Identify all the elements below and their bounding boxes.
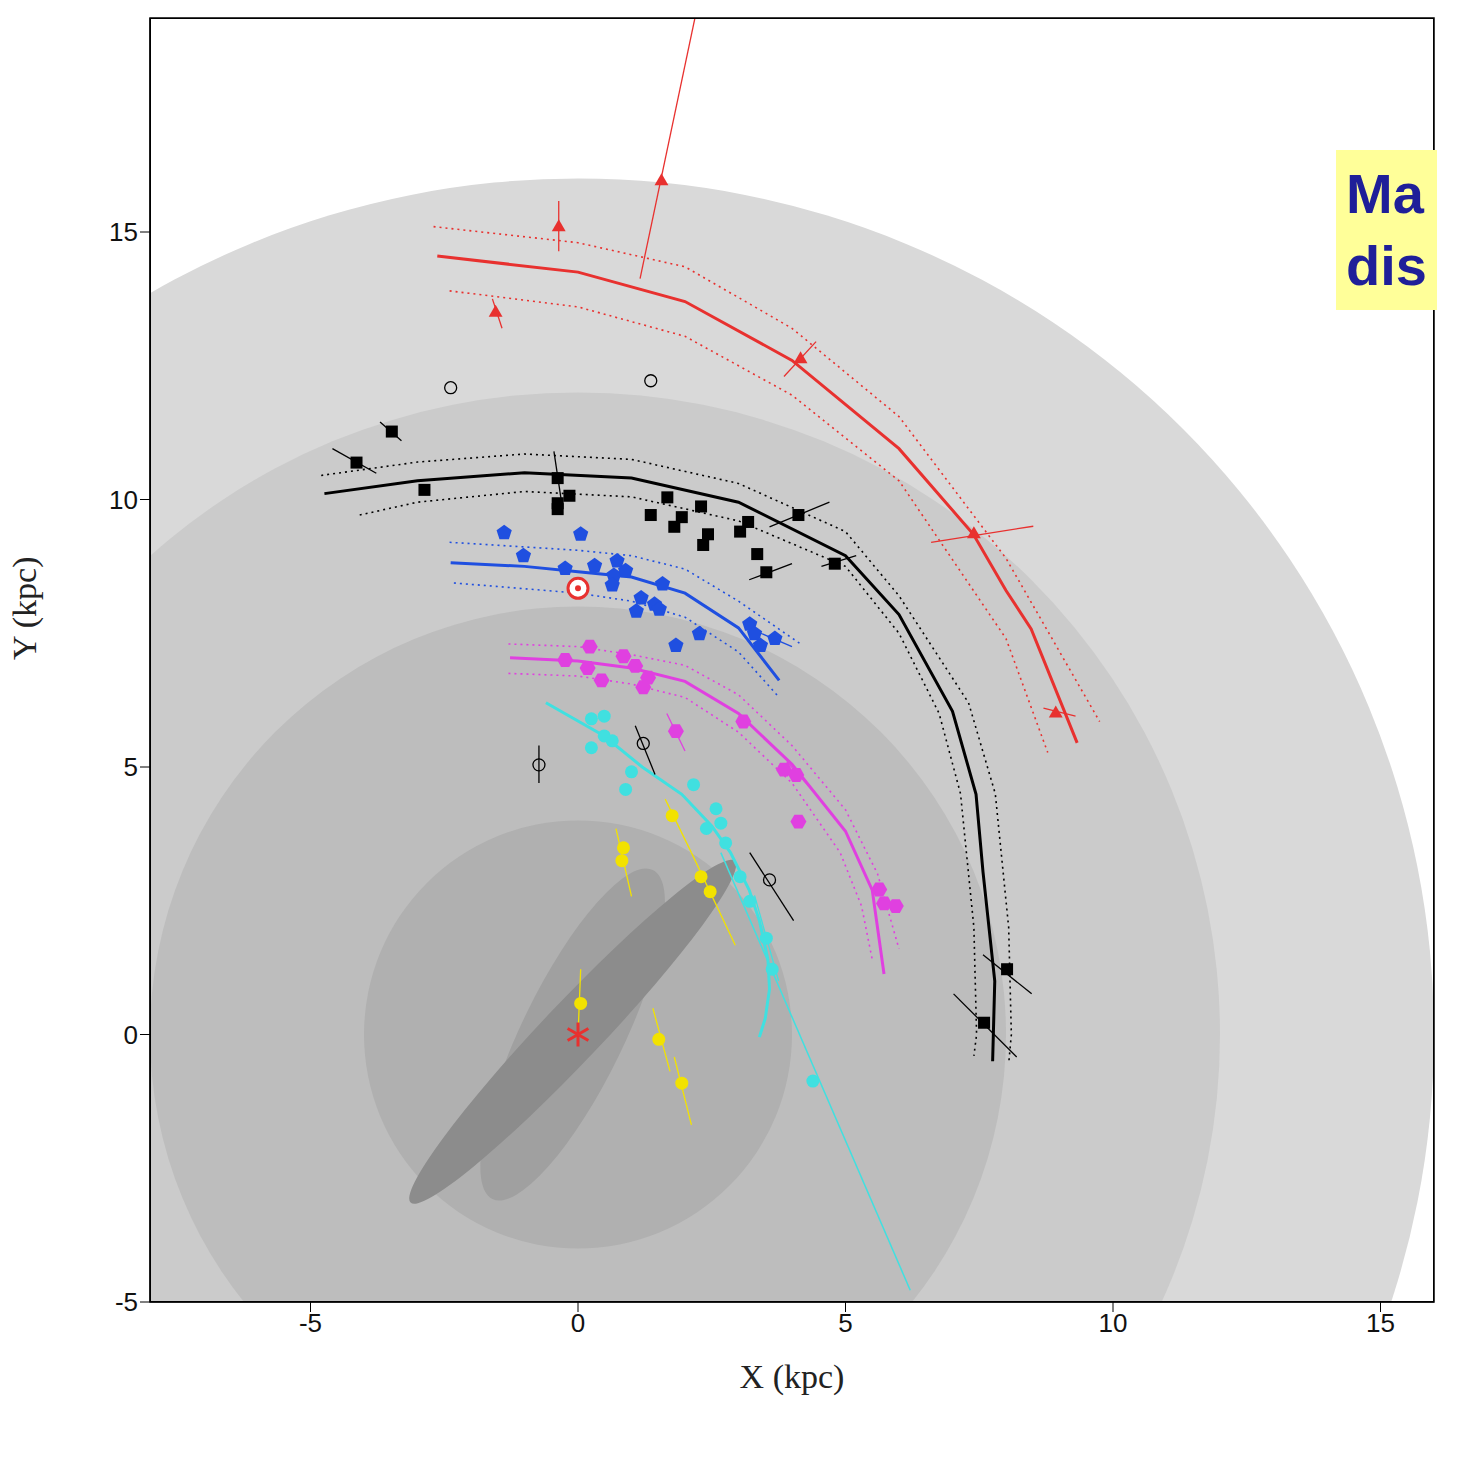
svg-text:5: 5 <box>124 752 138 782</box>
html-text:dis: dis <box>1346 234 1427 297</box>
svg-text:-5: -5 <box>299 1308 322 1338</box>
svg-text:X (kpc): X (kpc) <box>740 1358 845 1396</box>
html-text:Ma: Ma <box>1346 162 1424 225</box>
svg-text:10: 10 <box>109 485 138 515</box>
svg-text:0: 0 <box>124 1020 138 1050</box>
svg-text:10: 10 <box>1099 1308 1128 1338</box>
svg-text:5: 5 <box>838 1308 852 1338</box>
svg-text:0: 0 <box>571 1308 585 1338</box>
svg-text:Y (kpc): Y (kpc) <box>6 556 44 660</box>
svg-text:15: 15 <box>1366 1308 1395 1338</box>
svg-text:15: 15 <box>109 217 138 247</box>
svg-text:-5: -5 <box>115 1287 138 1317</box>
